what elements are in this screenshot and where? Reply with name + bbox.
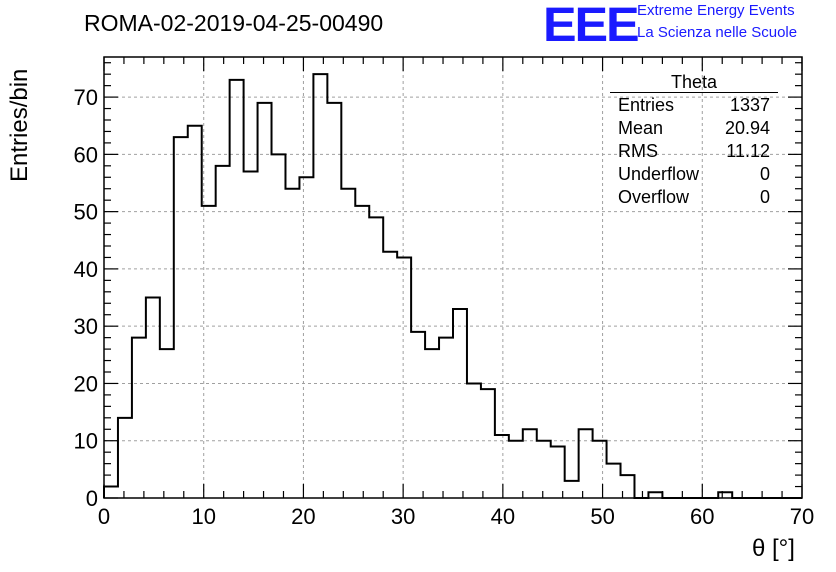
histogram-bin bbox=[481, 389, 495, 498]
x-tick-label: 0 bbox=[98, 504, 110, 529]
x-tick-label: 50 bbox=[590, 504, 614, 529]
histogram-bin bbox=[313, 74, 327, 498]
histogram-bin bbox=[607, 464, 621, 498]
plot-frame bbox=[103, 56, 803, 499]
histogram-bin bbox=[411, 332, 425, 498]
histogram-bin bbox=[579, 429, 593, 498]
histogram-bin bbox=[216, 166, 230, 498]
histogram-bin bbox=[453, 309, 467, 498]
histogram-bin bbox=[565, 481, 579, 498]
axis-ticks bbox=[103, 57, 803, 499]
y-tick-label: 0 bbox=[86, 486, 98, 511]
stats-value: 11.12 bbox=[726, 141, 770, 161]
histogram-bin bbox=[285, 189, 299, 498]
histogram-bin bbox=[425, 349, 439, 498]
histogram-bin bbox=[397, 257, 411, 498]
histogram-bin bbox=[537, 441, 551, 498]
stats-value: 0 bbox=[759, 164, 770, 184]
stats-label: Mean bbox=[618, 118, 664, 138]
y-axis-label: Entries/bin bbox=[6, 68, 33, 182]
histogram-bin bbox=[258, 103, 272, 498]
y-tick-label: 60 bbox=[74, 142, 98, 167]
y-tick-label: 70 bbox=[74, 85, 98, 110]
histogram-bin bbox=[495, 435, 509, 498]
stats-box: Theta Entries 1337 Mean 20.94 RMS 11.12 … bbox=[610, 72, 778, 209]
histogram-bin bbox=[341, 189, 355, 498]
stats-row: RMS 11.12 bbox=[610, 140, 778, 163]
logo-line-2: La Scienza nelle Scuole bbox=[637, 24, 798, 41]
histogram-bin bbox=[383, 252, 397, 498]
x-tick-label: 40 bbox=[491, 504, 515, 529]
histogram-bin bbox=[104, 487, 118, 498]
x-tick-label: 20 bbox=[291, 504, 315, 529]
y-tick-label: 10 bbox=[74, 429, 98, 454]
histogram-bin bbox=[174, 137, 188, 498]
stats-row: Overflow 0 bbox=[610, 186, 778, 209]
histogram-bin bbox=[118, 418, 132, 498]
histogram-bin bbox=[593, 441, 607, 498]
stats-title: Theta bbox=[610, 72, 778, 93]
tick-labels: 0 10 20 30 40 50 60 70 0 10 20 30 40 50 60 70 bbox=[74, 85, 815, 529]
stats-row: Underflow 0 bbox=[610, 163, 778, 186]
logo-line-1: Extreme Energy Events bbox=[637, 2, 795, 19]
x-tick-label: 10 bbox=[191, 504, 215, 529]
grid-lines bbox=[104, 57, 802, 498]
histogram-bin bbox=[439, 338, 453, 498]
histogram-bin bbox=[230, 80, 244, 498]
histogram-bin bbox=[146, 298, 160, 498]
histogram-bin bbox=[132, 338, 146, 498]
histogram-bin bbox=[244, 172, 258, 498]
histogram-bin bbox=[355, 206, 369, 498]
stats-value: 20.94 bbox=[724, 118, 770, 138]
stats-label: Overflow bbox=[618, 187, 690, 207]
x-tick-label: 30 bbox=[391, 504, 415, 529]
eee-logo: EEE bbox=[543, 0, 640, 52]
x-axis-label: θ [°] bbox=[752, 535, 795, 562]
histogram-bin bbox=[188, 126, 202, 498]
stats-label: Underflow bbox=[618, 164, 700, 184]
stats-row: Mean 20.94 bbox=[610, 117, 778, 140]
histogram-bin bbox=[160, 349, 174, 498]
histogram-bin bbox=[299, 177, 313, 498]
stats-row: Entries 1337 bbox=[610, 94, 778, 117]
chart-title: ROMA-02-2019-04-25-00490 bbox=[84, 10, 384, 36]
stats-value: 0 bbox=[759, 187, 770, 207]
histogram-bin bbox=[369, 217, 383, 498]
stats-label: Entries bbox=[618, 95, 675, 115]
histogram-bin bbox=[551, 446, 565, 498]
y-tick-label: 50 bbox=[74, 200, 98, 225]
stats-value: 1337 bbox=[729, 95, 770, 115]
stats-label: RMS bbox=[618, 141, 658, 161]
y-tick-label: 20 bbox=[74, 371, 98, 396]
x-tick-label: 70 bbox=[790, 504, 814, 529]
histogram-bin bbox=[523, 429, 537, 498]
x-tick-label: 60 bbox=[690, 504, 714, 529]
histogram-bin bbox=[327, 103, 341, 498]
y-tick-label: 40 bbox=[74, 257, 98, 282]
y-tick-label: 30 bbox=[74, 314, 98, 339]
histogram-bin bbox=[509, 441, 523, 498]
